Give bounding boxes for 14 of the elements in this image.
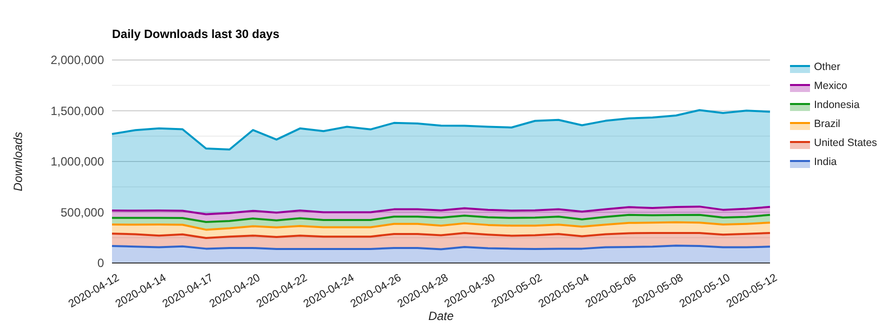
legend-label: Brazil <box>814 118 840 130</box>
y-tick-label: 1,500,000 <box>50 104 104 118</box>
chart-title: Daily Downloads last 30 days <box>112 27 280 41</box>
y-axis-title: Downloads <box>11 132 25 192</box>
legend-label: Indonesia <box>814 99 860 111</box>
y-tick-label: 2,000,000 <box>50 53 104 68</box>
legend-label: India <box>814 156 837 168</box>
y-tick-label: 1,000,000 <box>50 154 104 169</box>
legend-label: United States <box>814 137 878 149</box>
y-tick-label: 500,000 <box>60 205 104 220</box>
legend-label: Other <box>814 61 841 73</box>
legend-label: Mexico <box>814 80 848 92</box>
y-tick-label: 0 <box>97 256 104 270</box>
x-axis-title: Date <box>428 309 454 323</box>
